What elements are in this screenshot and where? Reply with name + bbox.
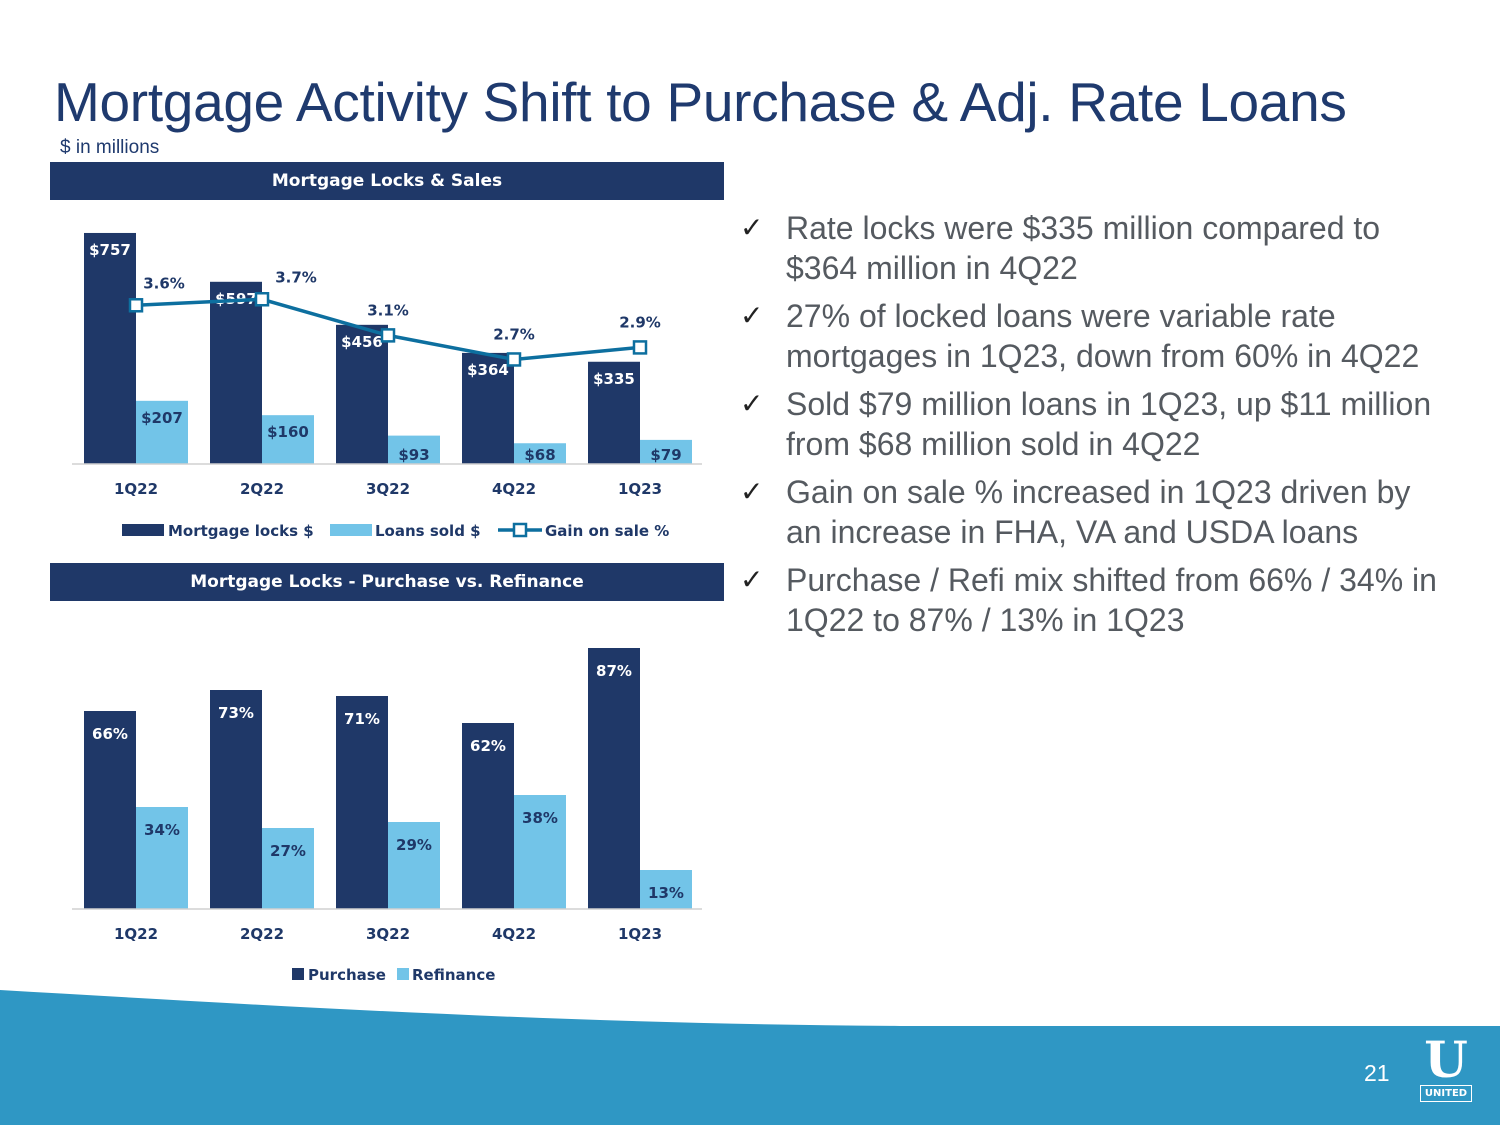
data-label-purchase: 66% bbox=[92, 725, 128, 743]
data-label-purchase: 71% bbox=[344, 710, 380, 728]
bullet-item: ✓ Sold $79 million loans in 1Q23, up $11 … bbox=[740, 384, 1440, 464]
data-label-locks: $335 bbox=[593, 370, 635, 388]
bullet-text: Purchase / Refi mix shifted from 66% / 3… bbox=[786, 562, 1437, 638]
bar-mortgage-locks bbox=[462, 352, 514, 464]
data-label-sold: $79 bbox=[650, 446, 681, 464]
check-icon: ✓ bbox=[740, 211, 764, 244]
data-label-purchase: 87% bbox=[596, 662, 632, 680]
bullet-text: Rate locks were $335 million compared to… bbox=[786, 210, 1381, 286]
gain-on-sale-marker bbox=[128, 298, 144, 313]
data-label-gain: 2.7% bbox=[493, 325, 535, 343]
page-number: 21 bbox=[1364, 1060, 1390, 1086]
x-tick-label: 3Q22 bbox=[366, 925, 410, 943]
legend-swatch-refinance bbox=[397, 968, 409, 980]
bar-refinance bbox=[514, 795, 566, 909]
gain-on-sale-marker bbox=[380, 328, 396, 343]
x-tick-label: 4Q22 bbox=[492, 925, 536, 943]
data-label-refinance: 13% bbox=[648, 884, 684, 902]
bar-loans-sold bbox=[640, 439, 692, 464]
x-tick-label: 4Q22 bbox=[492, 480, 536, 498]
bar-refinance bbox=[640, 870, 692, 909]
locks-sales-chart-title: Mortgage Locks & Sales bbox=[50, 162, 724, 200]
data-label-locks: $456 bbox=[341, 333, 383, 351]
legend-swatch-sold bbox=[330, 524, 372, 536]
data-label-gain: 2.9% bbox=[619, 313, 661, 331]
check-icon: ✓ bbox=[740, 299, 764, 332]
bullet-item: ✓ 27% of locked loans were variable rate … bbox=[740, 296, 1440, 376]
bar-purchase bbox=[336, 696, 388, 909]
check-icon: ✓ bbox=[740, 475, 764, 508]
data-label-locks: $757 bbox=[89, 241, 131, 259]
bar-refinance bbox=[262, 828, 314, 909]
gain-on-sale-marker bbox=[506, 352, 522, 367]
bar-purchase bbox=[84, 711, 136, 909]
bullet-item: ✓ Purchase / Refi mix shifted from 66% / … bbox=[740, 560, 1440, 640]
bar-loans-sold bbox=[136, 400, 188, 464]
data-label-sold: $68 bbox=[524, 446, 555, 464]
data-label-gain: 3.1% bbox=[367, 301, 409, 319]
check-icon: ✓ bbox=[740, 563, 764, 596]
bullet-item: ✓ Rate locks were $335 million compared t… bbox=[740, 208, 1440, 288]
data-label-refinance: 38% bbox=[522, 809, 558, 827]
bar-purchase bbox=[210, 690, 262, 909]
legend-swatch-purchase bbox=[292, 968, 304, 980]
logo-mark: U bbox=[1424, 1030, 1468, 1089]
slide-title: Mortgage Activity Shift to Purchase & Ad… bbox=[54, 71, 1347, 133]
legend-swatch-locks bbox=[122, 524, 164, 536]
bullet-text: 27% of locked loans were variable rate m… bbox=[786, 298, 1420, 374]
data-label-gain: 3.6% bbox=[143, 274, 185, 292]
x-tick-label: 1Q23 bbox=[618, 480, 662, 498]
data-label-sold: $207 bbox=[141, 409, 183, 427]
x-tick-label: 1Q23 bbox=[618, 925, 662, 943]
bar-purchase bbox=[462, 723, 514, 909]
bar-refinance bbox=[136, 807, 188, 909]
bar-loans-sold bbox=[262, 415, 314, 464]
bar-mortgage-locks bbox=[210, 281, 262, 464]
data-label-gain: 3.7% bbox=[275, 268, 317, 286]
data-label-sold: $93 bbox=[398, 446, 429, 464]
bullet-text: Sold $79 million loans in 1Q23, up $11 m… bbox=[786, 386, 1432, 462]
bar-mortgage-locks bbox=[84, 232, 136, 464]
bar-purchase bbox=[588, 648, 640, 909]
x-tick-label: 3Q22 bbox=[366, 480, 410, 498]
legend-marker-gain bbox=[512, 522, 528, 538]
data-label-sold: $160 bbox=[267, 423, 309, 441]
logo-wordmark: UNITED bbox=[1420, 1085, 1472, 1102]
data-label-locks: $364 bbox=[467, 361, 509, 379]
data-label-refinance: 34% bbox=[144, 821, 180, 839]
legend-label-refinance: Refinance bbox=[412, 966, 495, 984]
bullet-list: ✓ Rate locks were $335 million compared t… bbox=[740, 208, 1440, 648]
bar-mortgage-locks bbox=[588, 361, 640, 464]
legend-label-gain: Gain on sale % bbox=[545, 522, 669, 540]
data-label-refinance: 27% bbox=[270, 842, 306, 860]
bar-refinance bbox=[388, 822, 440, 909]
x-tick-label: 1Q22 bbox=[114, 480, 158, 498]
bar-mortgage-locks bbox=[336, 324, 388, 464]
gain-on-sale-marker bbox=[632, 340, 648, 355]
x-tick-label: 2Q22 bbox=[240, 925, 284, 943]
purchase-refi-chart-title: Mortgage Locks - Purchase vs. Refinance bbox=[50, 563, 724, 601]
legend-label-sold: Loans sold $ bbox=[375, 522, 481, 540]
check-icon: ✓ bbox=[740, 387, 764, 420]
x-tick-label: 1Q22 bbox=[114, 925, 158, 943]
gain-on-sale-marker bbox=[254, 292, 270, 307]
data-label-purchase: 73% bbox=[218, 704, 254, 722]
x-tick-label: 2Q22 bbox=[240, 480, 284, 498]
purchase-refi-chart: 66% 34% 1Q22 73% 27% 2Q22 71% 29% 3Q22 62% 38% 4Q22… bbox=[72, 648, 702, 984]
units-subtitle: $ in millions bbox=[60, 137, 160, 158]
bar-loans-sold bbox=[388, 435, 440, 464]
data-label-refinance: 29% bbox=[396, 836, 432, 854]
legend-label-locks: Mortgage locks $ bbox=[168, 522, 314, 540]
bar-loans-sold bbox=[514, 443, 566, 464]
bullet-text: Gain on sale % increased in 1Q23 driven … bbox=[786, 474, 1411, 550]
data-label-purchase: 62% bbox=[470, 737, 506, 755]
legend-label-purchase: Purchase bbox=[308, 966, 386, 984]
locks-sales-chart: $757$2071Q22$597$1602Q22$456$933Q22$364$… bbox=[72, 232, 702, 540]
united-logo: U UNITED bbox=[1420, 1034, 1472, 1104]
bullet-item: ✓ Gain on sale % increased in 1Q23 driven… bbox=[740, 472, 1440, 552]
